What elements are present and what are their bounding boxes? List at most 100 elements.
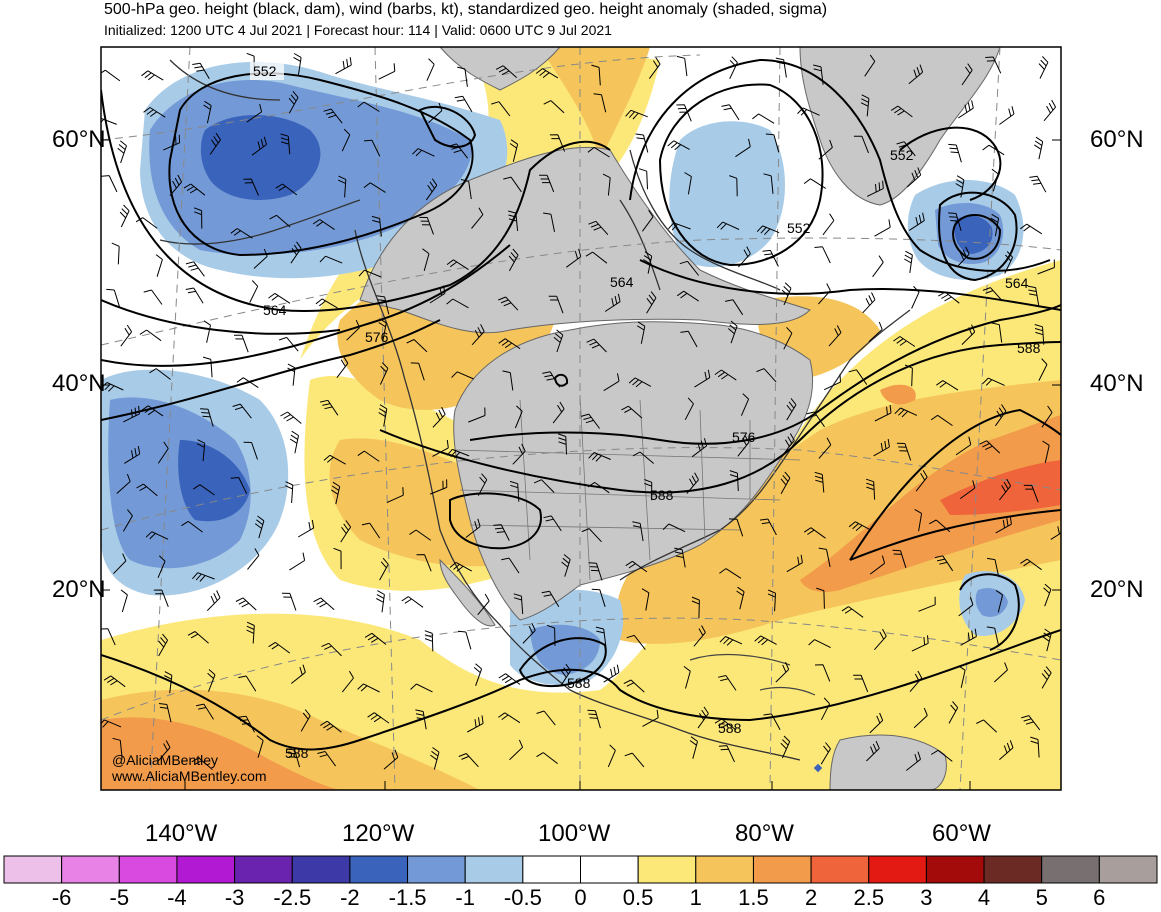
wind-barb	[775, 57, 787, 78]
wind-barb	[323, 454, 346, 465]
wind-barb	[340, 520, 352, 543]
colorbar-label: 4	[977, 885, 991, 910]
colorbar-label: 6	[1093, 885, 1106, 910]
wind-barb	[818, 437, 832, 459]
wind-barb	[866, 180, 884, 197]
wind-barb	[727, 320, 738, 344]
contour-552-canada	[658, 83, 824, 267]
wind-barb	[782, 433, 795, 455]
wind-barb	[536, 710, 556, 726]
lat-label-left: 20°N	[52, 576, 106, 603]
wind-barb	[119, 204, 130, 228]
wind-barb	[162, 134, 181, 151]
wind-barb	[157, 441, 169, 464]
wind-barb	[290, 664, 306, 684]
wind-barb	[869, 712, 884, 734]
contour-588-hi-center	[449, 492, 542, 550]
wind-barb	[938, 291, 960, 304]
wind-barb	[192, 62, 210, 80]
anomaly-positive-strong-4	[880, 384, 916, 405]
wind-barb	[458, 753, 479, 768]
colorbar-label: 5	[1035, 885, 1048, 910]
wind-barb	[667, 140, 690, 151]
contour-label: 564	[610, 274, 634, 290]
wind-barb	[587, 709, 601, 729]
wind-barb	[872, 255, 884, 278]
land-cuba	[689, 653, 816, 696]
wind-barb	[509, 739, 524, 761]
wind-barb	[721, 104, 740, 121]
wind-barb	[896, 442, 912, 461]
wind-barb	[113, 553, 127, 575]
wind-barb	[432, 406, 446, 428]
wind-barb	[502, 370, 514, 391]
wind-barb	[591, 64, 601, 86]
wind-barb	[336, 356, 349, 379]
contour-552-gl	[899, 126, 1002, 201]
wind-barb	[719, 636, 743, 646]
wind-barb	[813, 64, 824, 85]
wind-barb	[913, 707, 928, 729]
wind-barb	[752, 113, 775, 124]
wind-barb	[508, 210, 519, 232]
wind-barb	[254, 515, 265, 539]
wind-barb	[648, 57, 661, 79]
wind-barb	[535, 68, 559, 79]
land-north-america	[453, 321, 814, 621]
wind-barb	[740, 393, 750, 416]
wind-barb	[1043, 583, 1052, 607]
wind-barb	[662, 523, 686, 533]
wind-barb	[337, 175, 347, 198]
wind-barb	[638, 168, 648, 190]
wind-barb	[158, 633, 169, 657]
wind-barb	[288, 90, 299, 114]
colorbar-swatch	[810, 855, 870, 884]
wind-barb	[853, 135, 869, 154]
wind-barb	[341, 670, 354, 693]
wind-barb	[230, 477, 248, 494]
wind-barb	[904, 250, 913, 273]
colorbar-label: -0.5	[503, 885, 542, 910]
wind-barb	[235, 597, 257, 611]
wind-barb	[426, 58, 435, 81]
wind-barb	[471, 207, 484, 229]
wind-barb	[321, 642, 342, 657]
wind-barb	[936, 380, 959, 391]
coastline-alaska	[159, 59, 361, 245]
wind-barb	[514, 405, 523, 429]
wind-barb	[312, 219, 335, 231]
wind-barb	[378, 404, 388, 427]
wind-barb	[982, 144, 1005, 156]
colorbar-swatch	[118, 855, 178, 884]
wind-barb	[686, 472, 699, 494]
wind-barb	[869, 555, 886, 575]
wind-barb	[103, 675, 126, 688]
wind-barb	[993, 662, 1008, 683]
wind-barb	[896, 141, 916, 157]
wind-barb	[956, 246, 970, 268]
wind-barb	[233, 334, 249, 353]
wind-barb	[543, 100, 565, 114]
wind-barb	[560, 663, 572, 687]
land-greenland	[799, 47, 1001, 206]
wind-barb	[120, 589, 128, 613]
wind-barb	[376, 590, 385, 613]
wind-barb	[593, 93, 607, 113]
wind-barb	[471, 324, 485, 346]
anomaly-negative-strong-pacific	[178, 440, 250, 522]
anomaly-positive-weak	[101, 260, 1061, 790]
wind-barb	[548, 295, 564, 314]
wind-barb	[1021, 715, 1041, 731]
wind-barb	[202, 356, 213, 378]
wind-barb	[637, 321, 646, 344]
wind-barb	[253, 248, 268, 269]
wind-barb	[714, 718, 737, 731]
wind-barb	[955, 175, 965, 198]
contour-label: 588	[718, 720, 742, 736]
wind-barb	[737, 435, 750, 457]
anomaly-negative-mid-subtrop	[975, 588, 1008, 617]
wind-barb	[763, 713, 781, 730]
wind-barb	[683, 666, 691, 689]
wind-barb	[1023, 484, 1039, 503]
wind-barb	[985, 56, 1002, 74]
